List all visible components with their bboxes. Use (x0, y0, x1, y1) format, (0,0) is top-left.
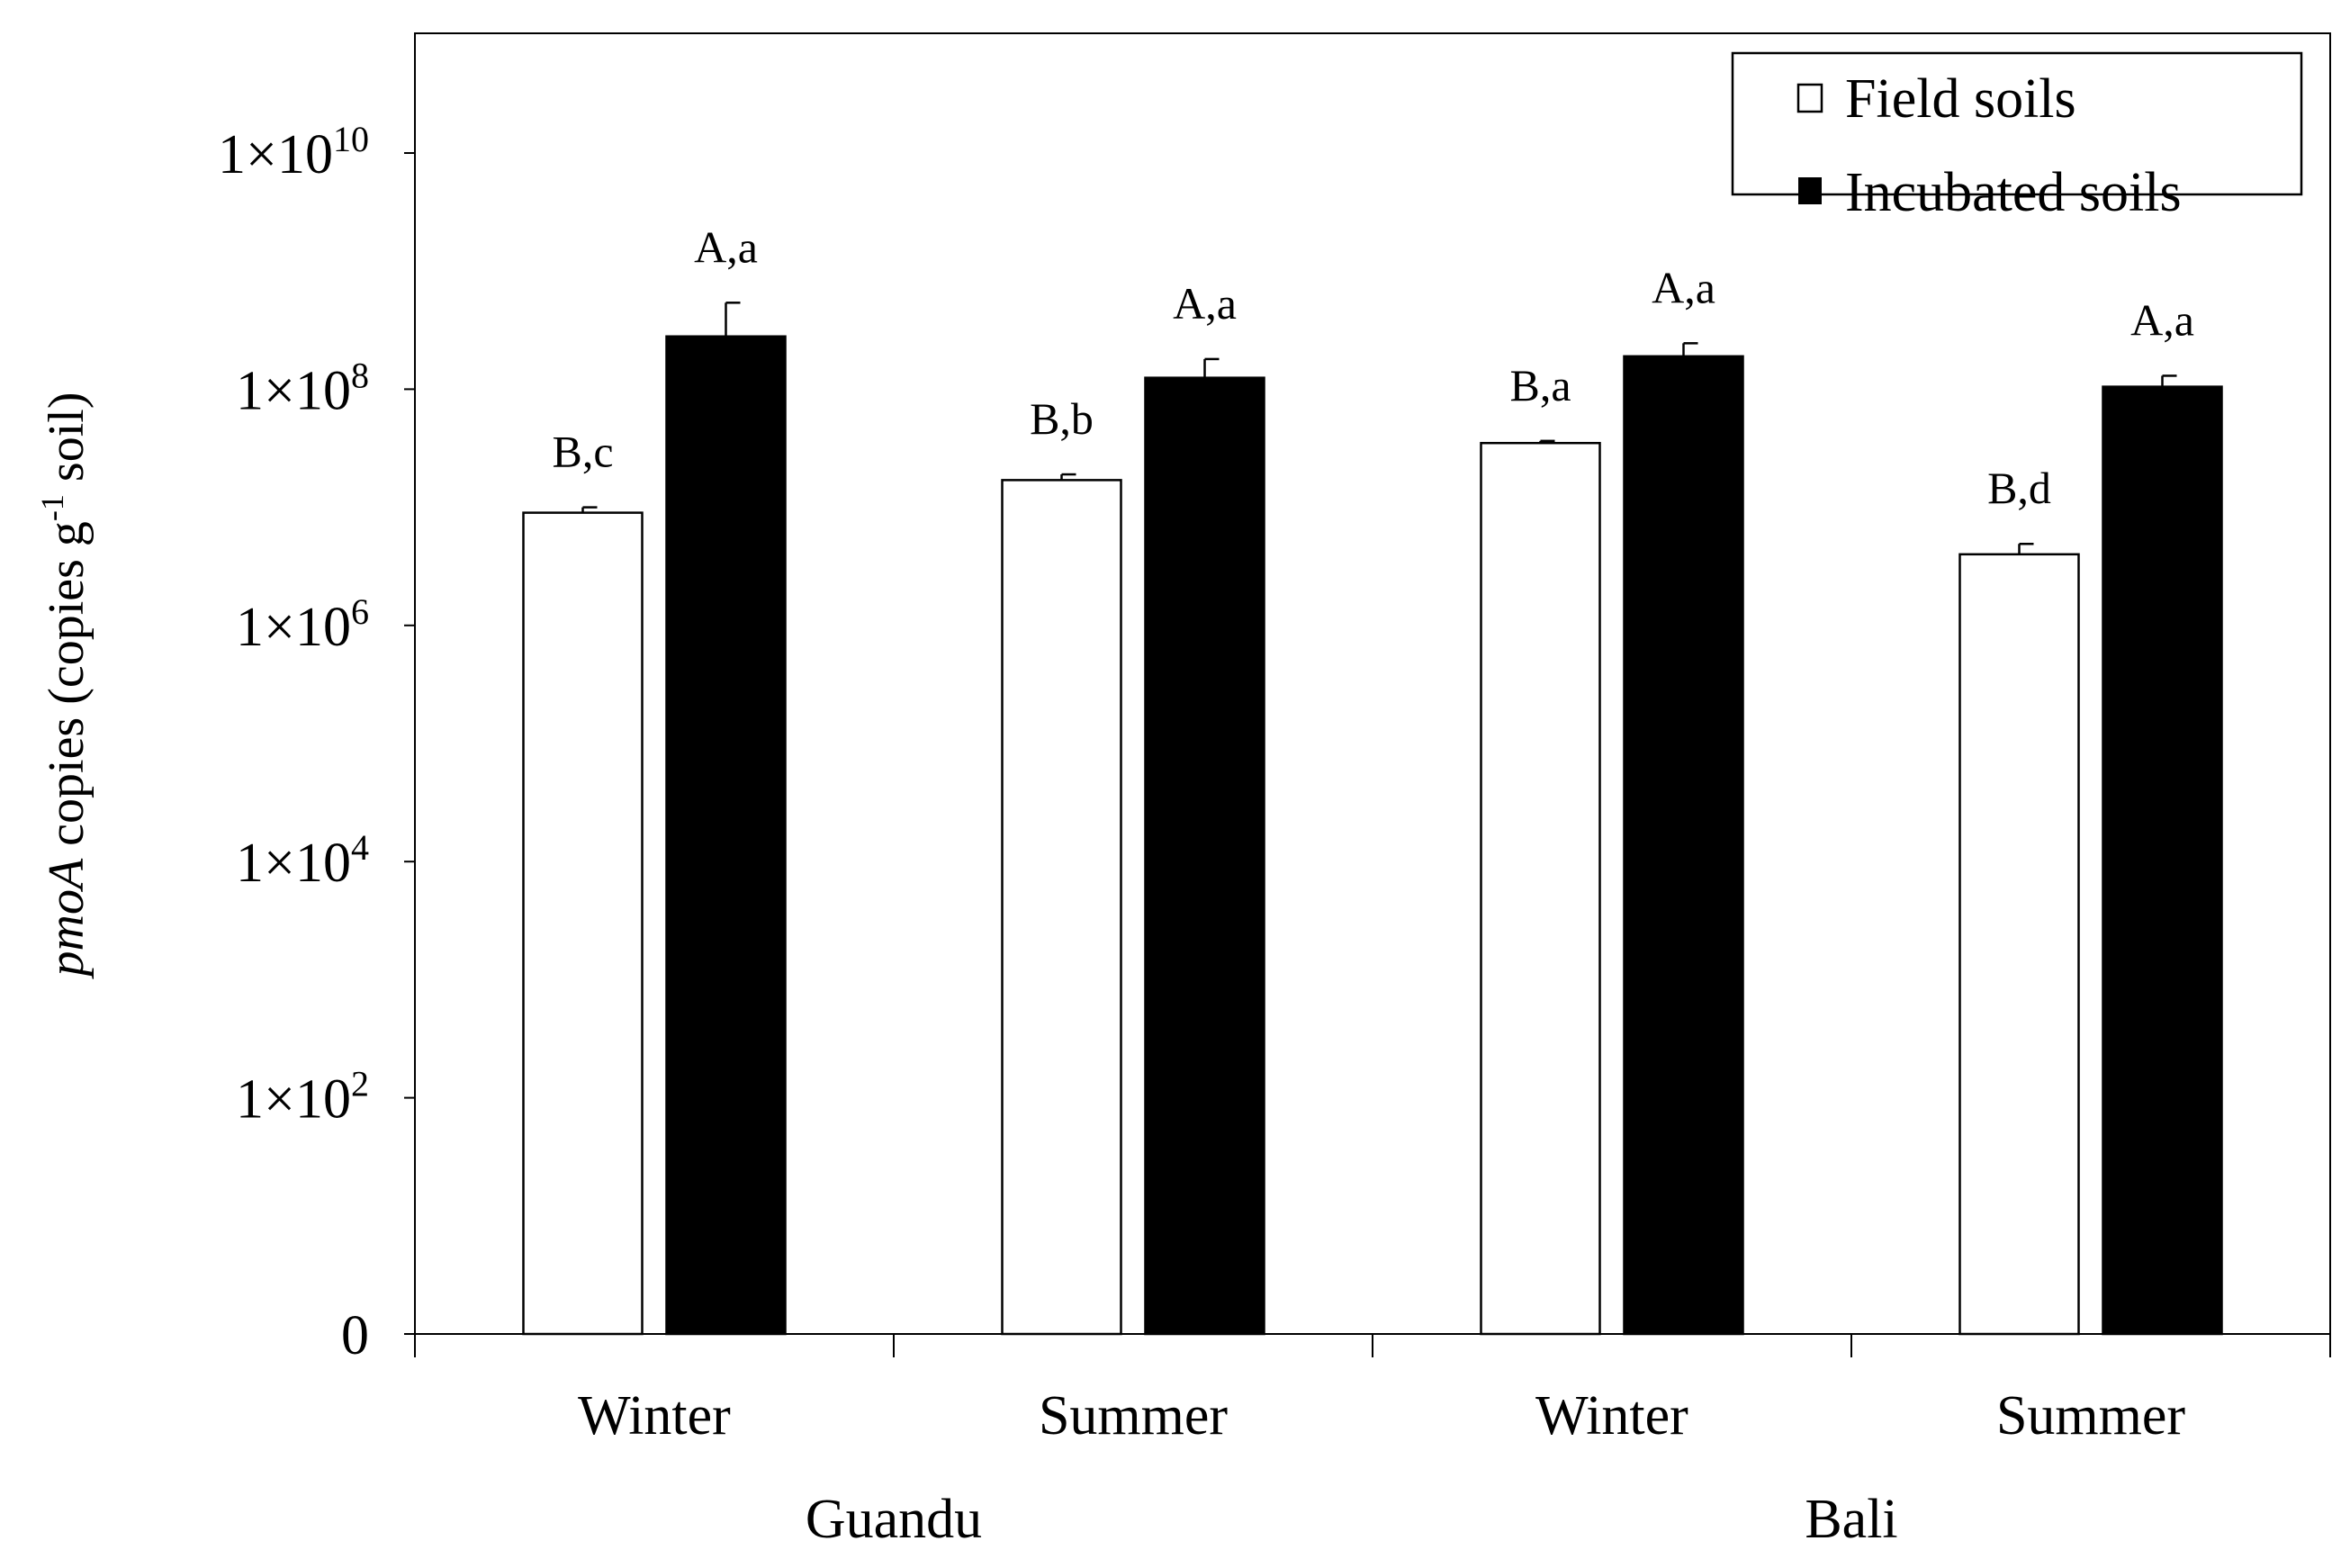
legend-swatch-field-soils (1796, 83, 1823, 113)
y-tick-label-exponent: 10 (333, 119, 369, 159)
y-axis-label-main: copies (copies g (39, 521, 95, 859)
y-tick-label-base: 1×10 (218, 124, 333, 185)
bar (522, 511, 644, 1336)
y-tick-label-base: 1×10 (236, 833, 351, 894)
bar (2102, 385, 2223, 1336)
legend-label-field-soils: Field soils (1845, 68, 2076, 130)
y-axis-label: pmoA copies (copies g-1 soil) (34, 392, 95, 980)
legend-swatch-incubated-soils (1798, 177, 1822, 204)
bar (665, 335, 787, 1336)
bar-significance-label: A,a (1652, 262, 1715, 312)
x-group-label: Guandu (806, 1489, 982, 1550)
bar (1480, 441, 1601, 1336)
y-tick-label-exponent: 6 (351, 591, 369, 632)
y-tick-label-base: 1×10 (236, 360, 351, 421)
y-tick-label: 1×108 (236, 355, 369, 421)
y-tick-label-exponent: 4 (351, 827, 369, 868)
y-tick-label: 1×1010 (218, 119, 369, 185)
legend: Field soils Incubated soils (1731, 51, 2303, 223)
y-tick-label: 1×106 (236, 591, 369, 658)
y-tick-label: 1×104 (236, 827, 369, 894)
bar (1958, 553, 2080, 1336)
bar-significance-label: A,a (694, 221, 758, 272)
bar-significance-label: B,b (1030, 393, 1094, 444)
bar (1623, 355, 1744, 1336)
x-group-label: Bali (1805, 1489, 1897, 1550)
bar-significance-label: A,a (2130, 294, 2194, 345)
bar-significance-label: B,c (552, 427, 613, 477)
y-axis-label-tail: soil) (39, 392, 95, 495)
x-category-label: Summer (1996, 1385, 2185, 1446)
bars: B,c B,b B,a B,d A,a A,a A,a A,a (522, 221, 2223, 1336)
y-axis-label-superscript: -1 (34, 494, 70, 521)
y-tick-label-base: 1×10 (236, 597, 351, 658)
y-tick-label: 1×102 (236, 1064, 369, 1131)
y-axis-label-italic: pmoA (39, 858, 95, 979)
y-tick-label-base: 1×10 (236, 1069, 351, 1131)
x-category-label: Winter (578, 1385, 731, 1446)
y-tick-label-exponent: 2 (351, 1064, 369, 1104)
x-category-label: Summer (1039, 1385, 1228, 1446)
legend-box (1731, 51, 2303, 196)
y-tick-label: 0 (341, 1305, 369, 1366)
bar-significance-label: A,a (1173, 278, 1237, 329)
bar-significance-label: B,a (1509, 360, 1571, 410)
legend-label-incubated-soils: Incubated soils (1845, 162, 2182, 223)
y-tick-label-exponent: 8 (351, 355, 369, 395)
bar (1144, 376, 1265, 1336)
x-category-label: Winter (1535, 1385, 1688, 1446)
bar-significance-label: B,d (1987, 463, 2051, 513)
bar (1001, 479, 1122, 1336)
